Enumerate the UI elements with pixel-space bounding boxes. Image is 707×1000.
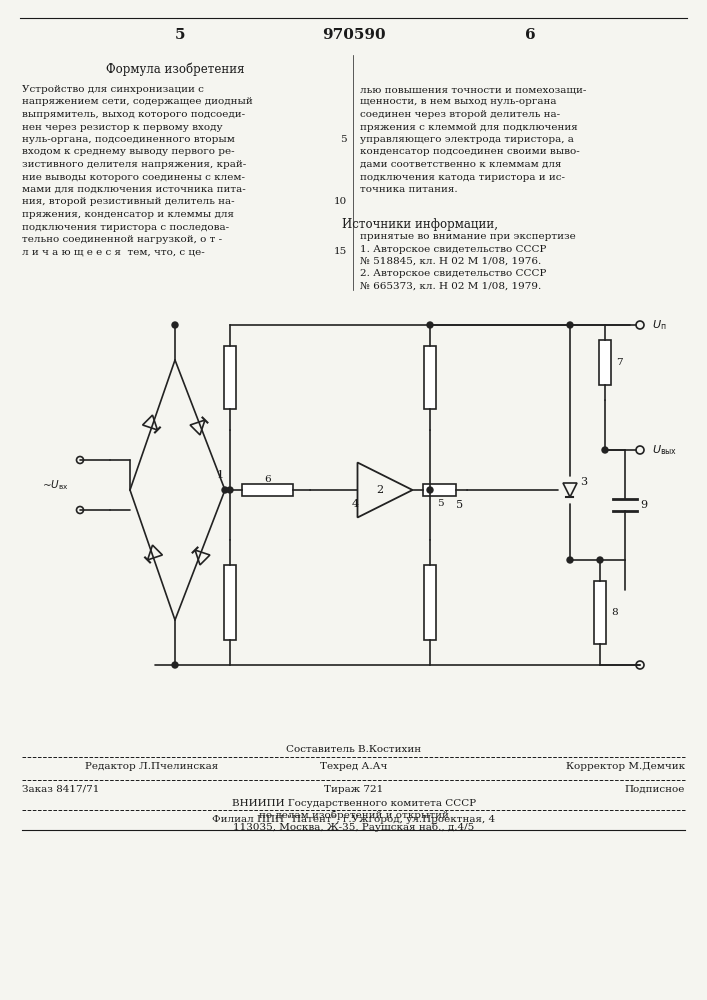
Bar [242, 484, 293, 496]
Text: ВНИИПИ Государственного комитета СССР: ВНИИПИ Государственного комитета СССР [232, 799, 476, 808]
Text: нуль-органа, подсоединенного вторым: нуль-органа, подсоединенного вторым [22, 135, 235, 144]
Bar [599, 340, 611, 385]
Text: по делам изобретений и открытий: по делам изобретений и открытий [259, 811, 449, 820]
Text: ние выводы которого соединены с клем-: ние выводы которого соединены с клем- [22, 172, 245, 182]
Text: Тираж 721: Тираж 721 [325, 785, 384, 794]
Text: 15: 15 [334, 247, 347, 256]
Text: 6: 6 [525, 28, 535, 42]
Bar [424, 565, 436, 640]
Text: лью повышения точности и помехозащи-: лью повышения точности и помехозащи- [360, 85, 586, 94]
Text: 2. Авторское свидетельство СССР: 2. Авторское свидетельство СССР [360, 269, 547, 278]
Circle shape [567, 557, 573, 563]
Text: 8: 8 [611, 608, 618, 617]
Text: 3: 3 [580, 477, 588, 487]
Text: 1. Авторское свидетельство СССР: 1. Авторское свидетельство СССР [360, 244, 547, 253]
Circle shape [227, 487, 233, 493]
Text: соединен через второй делитель на-: соединен через второй делитель на- [360, 110, 560, 119]
Circle shape [172, 322, 178, 328]
Bar [224, 346, 236, 409]
Text: точника питания.: точника питания. [360, 185, 457, 194]
Text: подключения катода тиристора и ис-: подключения катода тиристора и ис- [360, 172, 565, 182]
Circle shape [602, 447, 608, 453]
Text: 7: 7 [616, 358, 623, 367]
Text: Устройство для синхронизации с: Устройство для синхронизации с [22, 85, 204, 94]
Text: $U_{\rm вых}$: $U_{\rm вых}$ [652, 443, 677, 457]
Bar [594, 581, 606, 644]
Text: конденсатор подсоединен своими выво-: конденсатор подсоединен своими выво- [360, 147, 580, 156]
Text: Заказ 8417/71: Заказ 8417/71 [22, 785, 100, 794]
Text: зистивного делителя напряжения, край-: зистивного делителя напряжения, край- [22, 160, 246, 169]
Text: $U_{\rm п}$: $U_{\rm п}$ [652, 318, 667, 332]
Text: управляющего электрода тиристора, а: управляющего электрода тиристора, а [360, 135, 574, 144]
Bar [224, 565, 236, 640]
Text: напряжением сети, содержащее диодный: напряжением сети, содержащее диодный [22, 98, 252, 106]
Text: 970590: 970590 [322, 28, 386, 42]
Text: нен через резистор к первому входу: нен через резистор к первому входу [22, 122, 223, 131]
Text: Редактор Л.Пчелинская: Редактор Л.Пчелинская [85, 762, 218, 771]
Circle shape [427, 487, 433, 493]
Text: № 665373, кл. Н 02 М 1/08, 1979.: № 665373, кл. Н 02 М 1/08, 1979. [360, 282, 542, 291]
Text: Составитель В.Костихин: Составитель В.Костихин [286, 745, 421, 754]
Text: 5: 5 [175, 28, 185, 42]
Text: 4: 4 [352, 499, 359, 509]
Text: Подписное: Подписное [624, 785, 685, 794]
Text: Корректор М.Демчик: Корректор М.Демчик [566, 762, 685, 771]
Bar [424, 346, 436, 409]
Text: мами для подключения источника пита-: мами для подключения источника пита- [22, 185, 246, 194]
Text: 1: 1 [216, 470, 223, 480]
Circle shape [567, 322, 573, 328]
Text: 10: 10 [334, 198, 347, 207]
Text: 2: 2 [376, 485, 384, 495]
Circle shape [222, 487, 228, 493]
Text: дами соответственно к клеммам для: дами соответственно к клеммам для [360, 160, 561, 169]
Circle shape [597, 557, 603, 563]
Text: Техред А.Ач: Техред А.Ач [320, 762, 387, 771]
Text: 9: 9 [640, 500, 647, 510]
Text: Формула изобретения: Формула изобретения [106, 62, 244, 76]
Text: 113035, Москва, Ж-35, Раушская наб., д.4/5: 113035, Москва, Ж-35, Раушская наб., д.4… [233, 823, 474, 832]
Text: 5: 5 [456, 500, 463, 510]
Text: ~$U_{\rm вх}$: ~$U_{\rm вх}$ [42, 478, 69, 492]
Text: № 518845, кл. Н 02 М 1/08, 1976.: № 518845, кл. Н 02 М 1/08, 1976. [360, 257, 542, 266]
Text: выпрямитель, выход которого подсоеди-: выпрямитель, выход которого подсоеди- [22, 110, 245, 119]
Text: тельно соединенной нагрузкой, о т -: тельно соединенной нагрузкой, о т - [22, 235, 222, 244]
Text: 5: 5 [340, 135, 347, 144]
Circle shape [427, 322, 433, 328]
Text: подключения тиристора с последова-: подключения тиристора с последова- [22, 223, 229, 232]
Text: пряжения с клеммой для подключения: пряжения с клеммой для подключения [360, 122, 578, 131]
Text: 6: 6 [264, 475, 271, 484]
Text: Источники информации,: Источники информации, [342, 218, 498, 231]
Text: ния, второй резистивный делитель на-: ния, второй резистивный делитель на- [22, 198, 235, 207]
Text: Филиал ППП "Патент", г.Ужгород, ул.Проектная, 4: Филиал ППП "Патент", г.Ужгород, ул.Проек… [212, 815, 496, 824]
Text: щенности, в нем выход нуль-органа: щенности, в нем выход нуль-органа [360, 98, 556, 106]
Text: принятые во внимание при экспертизе: принятые во внимание при экспертизе [360, 232, 575, 241]
Text: 5: 5 [437, 499, 443, 508]
Text: л и ч а ю щ е е с я  тем, что, с це-: л и ч а ю щ е е с я тем, что, с це- [22, 247, 205, 256]
Text: пряжения, конденсатор и клеммы для: пряжения, конденсатор и клеммы для [22, 210, 234, 219]
Text: входом к среднему выводу первого ре-: входом к среднему выводу первого ре- [22, 147, 235, 156]
Bar [423, 484, 457, 496]
Circle shape [172, 662, 178, 668]
